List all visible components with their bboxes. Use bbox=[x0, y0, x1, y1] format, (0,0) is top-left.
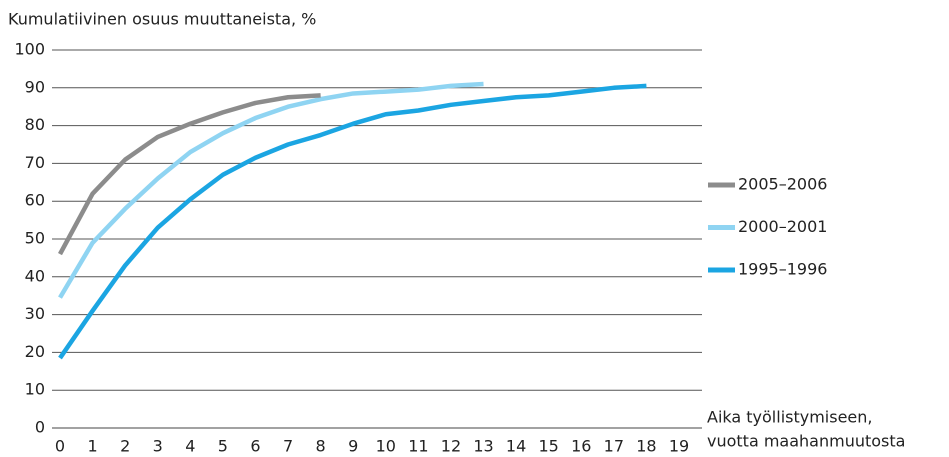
x-tick-label: 14 bbox=[506, 437, 526, 456]
y-tick-label: 20 bbox=[25, 342, 45, 361]
x-tick-label: 4 bbox=[185, 437, 195, 456]
x-tick-label: 3 bbox=[153, 437, 163, 456]
x-tick-label: 1 bbox=[87, 437, 97, 456]
x-tick-label: 16 bbox=[571, 437, 591, 456]
y-tick-label: 40 bbox=[25, 266, 45, 285]
x-tick-label: 2 bbox=[120, 437, 130, 456]
x-tick-label: 17 bbox=[604, 437, 624, 456]
x-tick-label: 10 bbox=[376, 437, 396, 456]
x-axis-label: Aika työllistymiseen, bbox=[707, 408, 873, 427]
y-tick-label: 70 bbox=[25, 153, 45, 172]
x-tick-label: 5 bbox=[218, 437, 228, 456]
y-tick-label: 50 bbox=[25, 229, 45, 248]
x-tick-label: 15 bbox=[539, 437, 559, 456]
x-tick-label: 6 bbox=[250, 437, 260, 456]
x-axis-label: vuotta maahanmuutosta bbox=[707, 432, 905, 451]
y-tick-label: 60 bbox=[25, 191, 45, 210]
data-line bbox=[58, 93, 321, 256]
y-tick-label: 10 bbox=[25, 380, 45, 399]
y-tick-label: 100 bbox=[14, 40, 45, 59]
x-tick-label: 8 bbox=[316, 437, 326, 456]
y-tick-label: 30 bbox=[25, 304, 45, 323]
chart-title: Kumulatiivinen osuus muuttaneista, % bbox=[8, 10, 316, 29]
data-line bbox=[58, 81, 484, 299]
x-tick-label: 13 bbox=[473, 437, 493, 456]
x-tick-label: 7 bbox=[283, 437, 293, 456]
y-tick-label: 0 bbox=[35, 418, 45, 437]
x-tick-label: 11 bbox=[408, 437, 428, 456]
legend-label: 2000–2001 bbox=[738, 217, 827, 236]
x-tick-label: 18 bbox=[636, 437, 656, 456]
x-tick-label: 0 bbox=[55, 437, 65, 456]
legend-label: 2005–2006 bbox=[738, 175, 827, 194]
legend-label: 1995–1996 bbox=[738, 260, 827, 279]
x-tick-label: 9 bbox=[348, 437, 358, 456]
y-tick-label: 80 bbox=[25, 115, 45, 134]
y-tick-label: 90 bbox=[25, 77, 45, 96]
x-tick-label: 19 bbox=[669, 437, 689, 456]
data-line bbox=[58, 83, 647, 360]
x-tick-label: 12 bbox=[441, 437, 461, 456]
